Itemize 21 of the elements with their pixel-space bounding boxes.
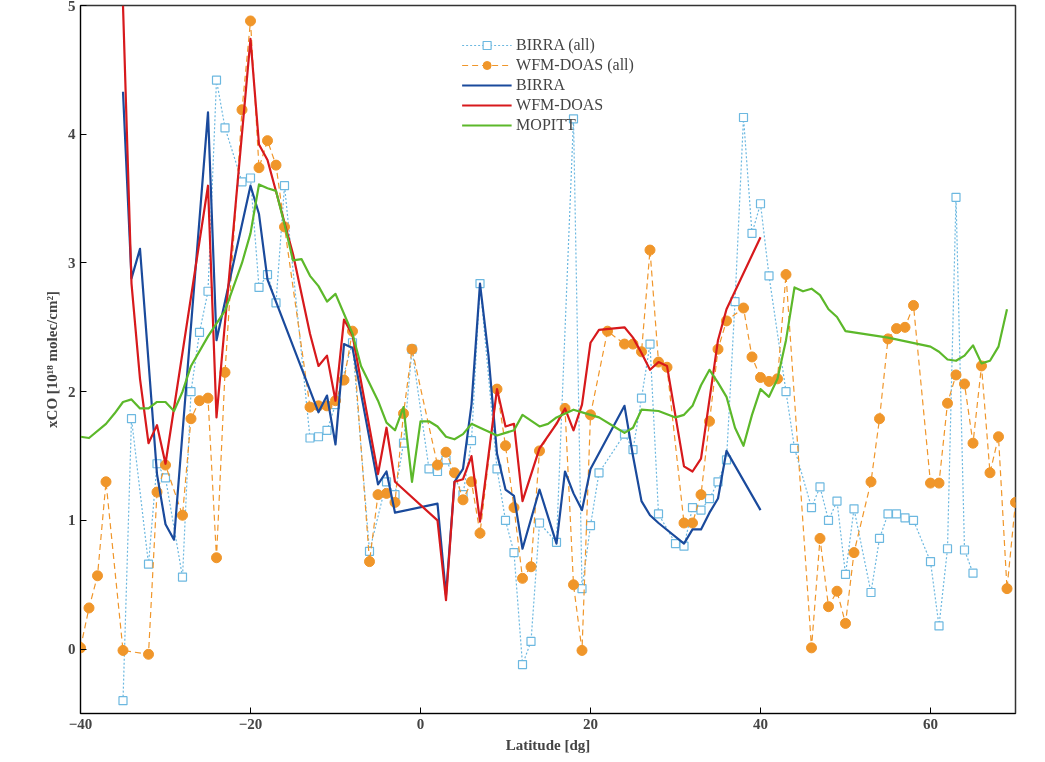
legend-label: MOPITT — [516, 116, 576, 134]
x-tick-label: −40 — [68, 715, 93, 732]
x-tick-label: 60 — [923, 715, 938, 732]
legend-label: BIRRA (all) — [516, 36, 595, 54]
x-axis-title: Latitude [dg] — [505, 736, 591, 753]
legend-label: WFM-DOAS (all) — [516, 56, 634, 74]
x-tick-label: −20 — [238, 715, 263, 732]
y-axis-title: xCO [10¹⁸ molec/cm²] — [44, 291, 60, 428]
y-tick-label: 3 — [68, 254, 76, 271]
x-tick-label: 20 — [583, 715, 598, 732]
legend-label: BIRRA — [516, 76, 566, 94]
y-tick-label: 0 — [68, 641, 76, 658]
x-tick-label: 0 — [416, 715, 425, 732]
y-tick-label: 2 — [68, 383, 76, 400]
line-series — [80, 183, 1009, 483]
legend-label: WFM-DOAS — [516, 96, 604, 114]
x-tick-label: 40 — [753, 715, 768, 732]
y-tick-label: 1 — [68, 512, 76, 529]
line-series — [121, 5, 762, 602]
y-tick-label: 5 — [68, 0, 76, 14]
y-tick-label: 4 — [68, 126, 76, 143]
